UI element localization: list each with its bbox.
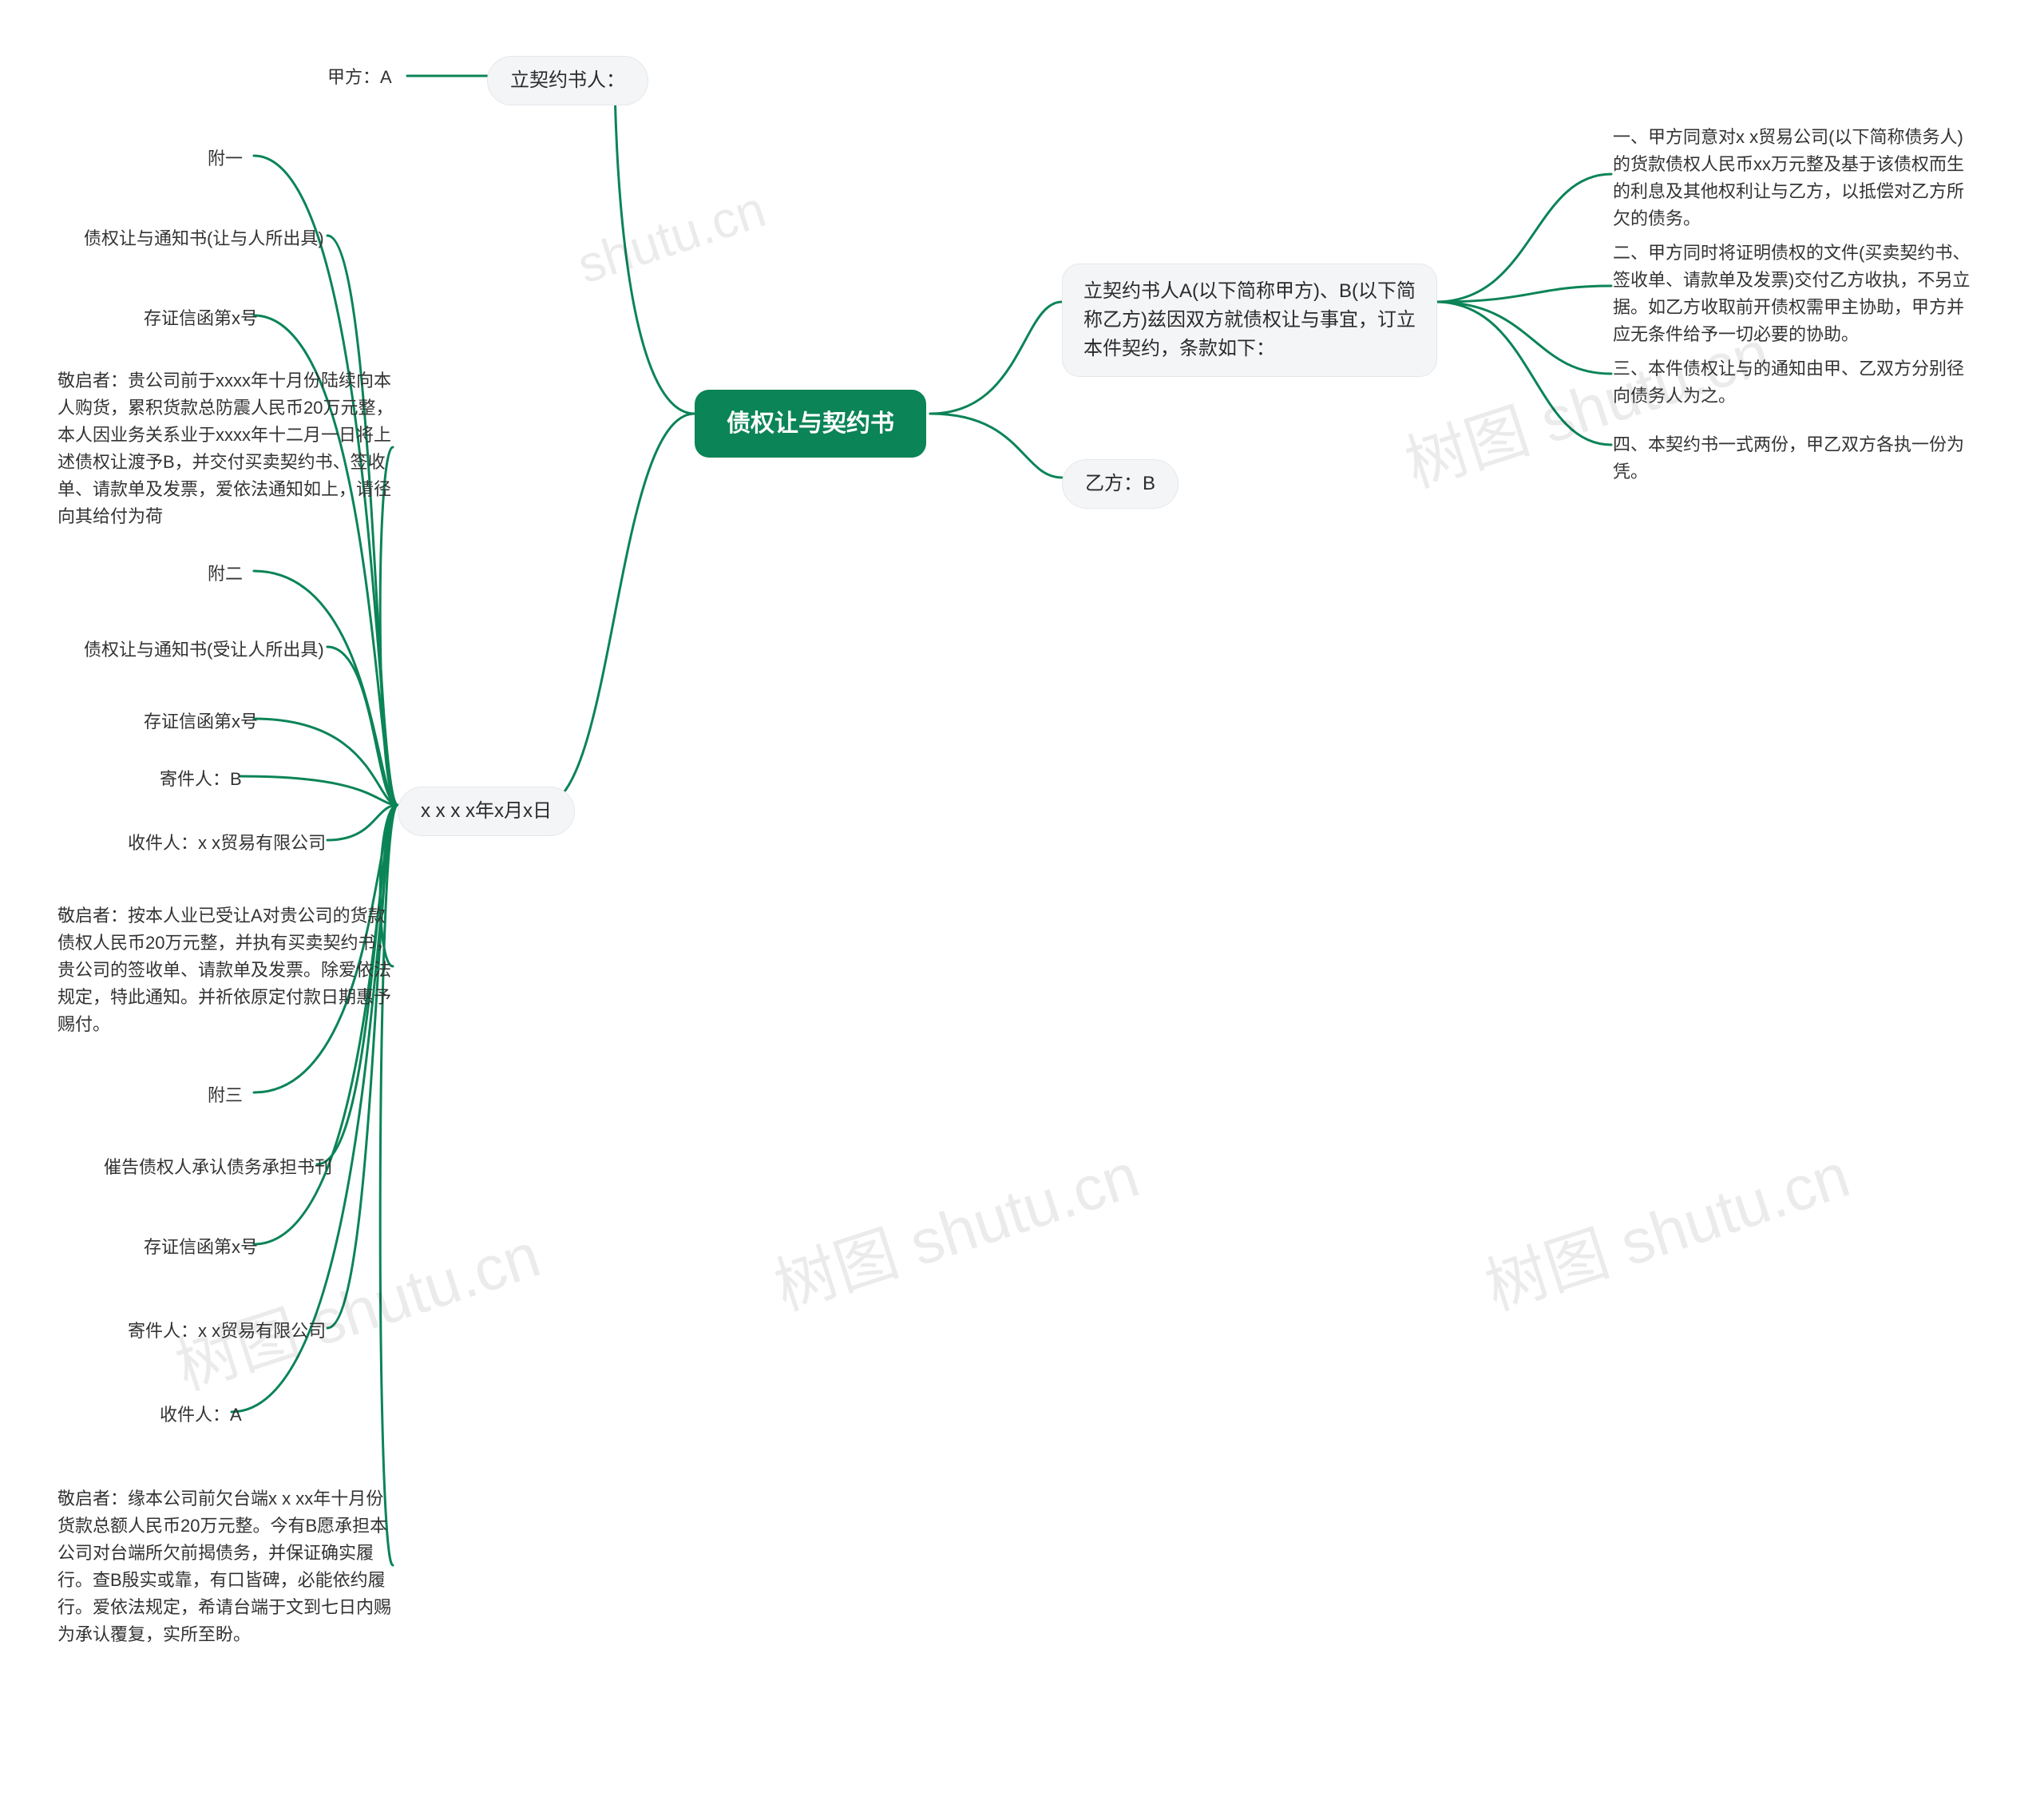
root-node[interactable]: 债权让与契约书 (695, 390, 926, 458)
attach-2-title: 附二 (208, 561, 243, 588)
clause-4: 四、本契约书一式两份，甲乙双方各执一份为凭。 (1613, 431, 1980, 486)
notice-2-title: 债权让与通知书(受让人所出具) (84, 636, 324, 664)
left-top-pill[interactable]: 立契约书人： (487, 56, 648, 105)
notice-1-title: 债权让与通知书(让与人所出具) (84, 225, 324, 252)
clause-3: 三、本件债权让与的通知由甲、乙双方分别径向债务人为之。 (1613, 355, 1980, 410)
cert-letter-3: 存证信函第x号 (144, 1234, 258, 1261)
recipient-trade: 收件人：x x贸易有限公司 (128, 830, 326, 857)
demand-title: 催告债权人承认债务承担书刊 (104, 1154, 332, 1181)
clause-1: 一、甲方同意对x x贸易公司(以下简称债务人)的货款债权人民币xx万元整及基于该… (1613, 124, 1980, 232)
mindmap-canvas: 债权让与契约书 立契约书人A(以下简称甲方)、B(以下简称乙方)兹因双方就债权让… (0, 0, 2044, 1804)
attach-1-title: 附一 (208, 145, 243, 172)
notice-2-body: 敬启者：按本人业已受让A对贵公司的货款债权人民币20万元整，并执有买卖契约书，贵… (57, 902, 397, 1038)
watermark-1: shutu.cn (570, 179, 772, 295)
recipient-a: 收件人：A (160, 1402, 242, 1429)
clause-2: 二、甲方同时将证明债权的文件(买卖契约书、签收单、请款单及发票)交付乙方收执，不… (1613, 240, 1980, 348)
cert-letter-2: 存证信函第x号 (144, 708, 258, 735)
cert-letter-1: 存证信函第x号 (144, 305, 258, 332)
attach-3-title: 附三 (208, 1082, 243, 1109)
notice-1-body: 敬启者：贵公司前于xxxx年十月份陆续向本人购货，累积货款总防震人民币20万元整… (57, 367, 397, 531)
party-a-label: 甲方：A (327, 64, 392, 91)
right-branch-party-b[interactable]: 乙方：B (1062, 459, 1178, 509)
watermark-5: 树图 shutu.cn (1472, 1126, 1859, 1328)
right-branch-contract[interactable]: 立契约书人A(以下简称甲方)、B(以下简称乙方)兹因双方就债权让与事宜，订立本件… (1062, 264, 1437, 377)
sender-b: 寄件人：B (160, 766, 242, 793)
demand-body: 敬启者：缘本公司前欠台端x x xx年十月份货款总额人民币20万元整。今有B愿承… (57, 1485, 397, 1649)
sender-trade: 寄件人：x x贸易有限公司 (128, 1318, 326, 1345)
left-bottom-pill[interactable]: x x x x年x月x日 (398, 787, 575, 836)
watermark-4: 树图 shutu.cn (762, 1126, 1148, 1328)
